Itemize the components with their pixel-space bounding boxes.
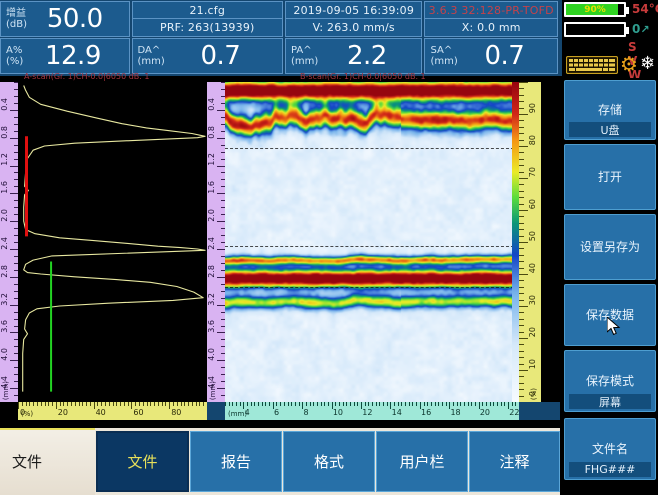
gain-label: 增益 (dB): [6, 8, 28, 30]
prf-value: PRF: 263(13939): [159, 21, 255, 34]
bscan-x-unit: (mm): [228, 410, 248, 418]
battery-2-icon: [564, 22, 629, 37]
tab-label: 报告: [220, 453, 251, 471]
gain-value: 50.0: [46, 4, 103, 34]
ascan-caption: A-scan(Gr. 1)CH-0.0|6050 dB. 1: [24, 72, 150, 81]
pa-label: PA^ (mm): [290, 45, 319, 67]
tab-label: 注释: [499, 453, 530, 471]
velocity-value: V: 263.0 mm/s: [312, 21, 395, 34]
a-percent-value: 12.9: [44, 41, 101, 71]
temperature-readout: 54°C: [632, 2, 658, 16]
da-readout[interactable]: DA^ (mm) 0.7: [131, 38, 283, 74]
config-file: 21.cfg: [132, 2, 282, 19]
battery-1-percent: 90%: [584, 4, 606, 15]
keyboard-icon[interactable]: [566, 56, 618, 74]
tab-label: 用户栏: [399, 453, 445, 471]
x-position-value: X: 0.0 mm: [461, 21, 521, 34]
side-menu: 存储 U盘打开设置另存为保存数据保存模式屏幕文件名 FHG###: [562, 78, 658, 495]
menu-item-label: 保存数据: [585, 308, 634, 322]
header-row-1: 增益 (dB) 50.0 21.cfg PRF: 263(13939) 2019…: [0, 1, 560, 37]
menu-item-save-data[interactable]: 保存数据: [564, 284, 656, 346]
bscan-cursor-line-3: [225, 287, 519, 289]
pa-value: 2.2: [346, 41, 387, 71]
menu-item-label: 打开: [597, 170, 622, 184]
menu-item-value[interactable]: U盘: [569, 122, 651, 137]
snowflake-icon[interactable]: ❄: [640, 53, 656, 74]
tab-0[interactable]: 文件: [96, 431, 189, 492]
sa-readout[interactable]: SA^ (mm) 0.7: [424, 38, 558, 74]
tab-1[interactable]: 报告: [190, 431, 282, 492]
menu-item-save-mode[interactable]: 保存模式 屏幕: [564, 350, 656, 412]
header-row-2: A% (%) 12.9 DA^ (mm) 0.7 PA^ (mm) 2.2: [0, 38, 560, 74]
tab-label: 格式: [313, 453, 344, 471]
bscan-image[interactable]: [225, 82, 519, 402]
menu-item-value[interactable]: FHG###: [569, 462, 651, 477]
sa-label: SA^ (mm): [430, 45, 458, 67]
menu-item-save-settings-as[interactable]: 设置另存为: [564, 214, 656, 280]
bscan-cursor-line-1: [225, 148, 519, 150]
datetime-readout[interactable]: 2019-09-05 16:39:09 V: 263.0 mm/s: [284, 1, 423, 37]
menu-item-value[interactable]: 屏幕: [569, 394, 651, 409]
battery-1-icon: 90%: [564, 2, 629, 17]
model-readout[interactable]: 3.6.3 32:128-PR-TOFD X: 0.0 mm: [424, 1, 558, 37]
status-cluster: 90% 54°C 0↗ S V W: [562, 0, 658, 82]
tab-group-title: 文件: [0, 428, 95, 495]
scan-captions: A-scan(Gr. 1)CH-0.0|6050 dB. 1 B-scan(Gr…: [0, 72, 560, 82]
sa-value: 0.7: [484, 41, 525, 71]
ascan-amplitude-ruler: (%) 0 20 40 60 80: [18, 402, 208, 420]
plot-area: (mm) 0.4 0.8 1.2 1.6 2.0 2.4 2.8 3.2 3.6 4.0 4.4 (…: [0, 82, 560, 420]
menu-item-storage[interactable]: 存储 U盘: [564, 80, 656, 140]
gear-icon[interactable]: ⚙: [620, 52, 638, 76]
ascan-x-unit: (%): [21, 410, 34, 418]
header-bar: 增益 (dB) 50.0 21.cfg PRF: 263(13939) 2019…: [0, 0, 658, 76]
da-value: 0.7: [200, 41, 241, 71]
tab-2[interactable]: 格式: [283, 431, 375, 492]
menu-item-label: 设置另存为: [579, 240, 640, 254]
amplitude-scale-ruler: (%) 0 10 20 30 40 50 60 70 80 90: [519, 82, 541, 403]
model-name: 3.6.3 32:128-PR-TOFD: [425, 2, 557, 19]
menu-item-label: 保存模式: [585, 374, 634, 388]
menu-item-label: 文件名: [591, 442, 628, 456]
color-scale-strip: [512, 82, 519, 402]
da-label: DA^ (mm): [137, 45, 165, 67]
bscan-cursor-line-2: [225, 245, 519, 247]
battery-2-percent: [566, 24, 624, 35]
tab-label: 文件: [127, 453, 158, 471]
config-readout[interactable]: 21.cfg PRF: 263(13939): [131, 1, 283, 37]
datetime-value: 2019-09-05 16:39:09: [285, 2, 422, 19]
pa-readout[interactable]: PA^ (mm) 2.2: [284, 38, 423, 74]
bottom-tab-bar: 文件 文件 报告 格式 用户栏 注释: [0, 428, 560, 495]
tab-4[interactable]: 注释: [469, 431, 560, 492]
bscan-depth-ruler: (mm) 0.4 0.8 1.2 1.6 2.0 2.4 2.8 3.2 3.6 4.0 4.4: [207, 82, 225, 403]
menu-item-file-name[interactable]: 文件名 FHG###: [564, 418, 656, 480]
angle-indicator: 0↗: [632, 22, 650, 36]
gain-readout[interactable]: 增益 (dB) 50.0: [0, 1, 130, 37]
bscan-caption: B-scan(Gr. 1)CH-0.0|6050 dB. 1: [300, 72, 426, 81]
ascan-depth-ruler: (mm) 0.4 0.8 1.2 1.6 2.0 2.4 2.8 3.2 3.6 4.0 4.4: [0, 82, 18, 403]
a-percent-readout[interactable]: A% (%) 12.9: [0, 38, 130, 74]
a-percent-label: A% (%): [6, 45, 24, 67]
ascan-waveform: [22, 85, 206, 392]
ascan-plot[interactable]: [18, 82, 207, 402]
menu-item-open[interactable]: 打开: [564, 144, 656, 210]
bscan-position-ruler: (mm) 4 6 8 10 12 14 16 18 20 22: [225, 402, 520, 420]
menu-item-label: 存储: [597, 103, 622, 117]
tab-3[interactable]: 用户栏: [376, 431, 468, 492]
